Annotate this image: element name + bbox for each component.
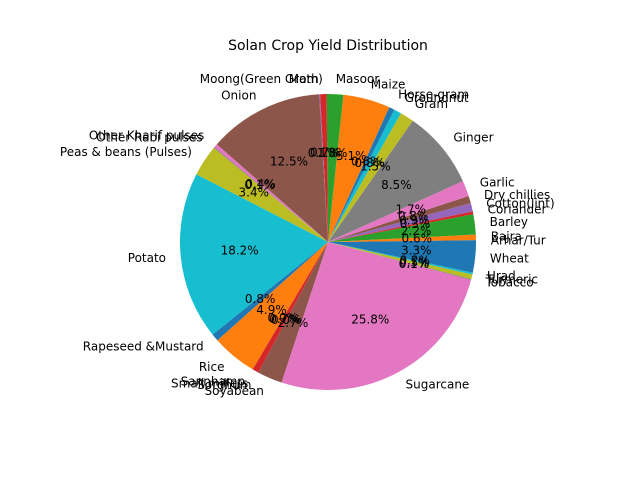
slice-label-maize: Maize (371, 77, 406, 91)
slice-percent-sorghum: 0.0% (271, 313, 302, 327)
pie-slice-turmeric (328, 242, 473, 280)
slice-percent-peas-beans-pulses: 3.4% (239, 186, 270, 200)
pie-slice-peas-beans-pulses (196, 147, 328, 242)
pie-slice-horse-gram (328, 107, 395, 242)
pie-slice-ginger (328, 120, 463, 242)
slice-label-rice: Rice (199, 360, 225, 374)
pie-slice-groundnut (328, 109, 401, 242)
pie-slice-urad (328, 242, 473, 275)
slice-percent-turmeric: 0.5% (399, 255, 430, 269)
pie-slice-barley (328, 214, 476, 242)
slice-label-moth: Moth (289, 72, 319, 86)
slice-percent-ginger: 8.5% (381, 178, 412, 192)
slice-label-moong-green-gram: Moong(Green Gram) (200, 72, 323, 86)
slice-label-other-rabi-pulses: Other Rabi pulses (96, 131, 203, 145)
slice-percent-sugarcane: 25.8% (351, 313, 389, 327)
pie-slice-small-millets (252, 242, 328, 373)
slice-label-urad: Urad (487, 269, 516, 283)
pie-slice-bajra (328, 234, 476, 242)
slice-label-ginger: Ginger (453, 131, 493, 145)
pie-slice-moong-green-gram (320, 94, 328, 242)
slice-percent-small-millets: 0.7% (269, 312, 300, 326)
slice-percent-masoor: 1.8% (317, 146, 348, 160)
slice-percent-garlic: 1.7% (396, 202, 427, 216)
pie-slice-soyabean (258, 242, 328, 383)
slice-percent-tobacco: 0.1% (399, 257, 430, 271)
slice-label-arhar-tur: Arhar/Tur (491, 233, 546, 247)
slice-label-onion: Onion (221, 88, 256, 102)
slice-label-sannhamp: Sannhamp (181, 375, 245, 389)
slice-label-masoor: Masoor (336, 72, 380, 86)
pie-slice-sugarcane (281, 242, 472, 390)
slice-percent-rapeseed-mustard: 0.8% (245, 292, 276, 306)
slice-label-bajra: Bajra (491, 229, 522, 243)
slice-label-tobacco: Tobacco (484, 276, 533, 290)
pie-slice-rice (217, 242, 328, 370)
pie-slice-cotton-lint (328, 203, 473, 242)
slice-percent-soyabean: 2.7% (278, 316, 309, 330)
slice-percent-urad: 0.2% (400, 253, 431, 267)
pie-labels: Arhar/TurBajraBarleyCorianderCotton(lint… (60, 72, 555, 398)
slice-label-sorghum: Sorghum (197, 378, 251, 392)
pie-percent-labels: 0.6%2.2%0.3%0.9%0.8%1.7%8.5%1.5%0.8%0.6%… (221, 146, 432, 330)
slice-label-peas-beans-pulses: Peas & beans (Pulses) (60, 145, 192, 159)
slice-label-cotton-lint: Cotton(lint) (486, 196, 554, 210)
slice-percent-onion: 12.5% (270, 155, 308, 169)
slice-percent-moth: 0.1% (308, 146, 339, 160)
slice-percent-potato: 18.2% (221, 243, 259, 257)
pie-slice-tobacco (328, 242, 472, 280)
slice-label-barley: Barley (490, 215, 528, 229)
slice-percent-dry-chillies: 0.8% (398, 209, 429, 223)
slice-label-rapeseed-mustard: Rapeseed &Mustard (83, 340, 204, 354)
slice-label-turmeric: Turmeric (485, 273, 538, 287)
slice-percent-cotton-lint: 0.9% (399, 214, 430, 228)
slice-label-garlic: Garlic (480, 176, 515, 190)
pie-slice-potato (180, 174, 328, 335)
slice-label-horse-gram: Horse-gram (398, 88, 469, 102)
pie-slice-other-kharif-pulses (214, 144, 328, 242)
pie-slice-dry-chillies (328, 195, 471, 242)
slice-percent-barley: 2.2% (401, 224, 432, 238)
slice-percent-groundnut: 0.8% (355, 156, 386, 170)
slice-label-coriander: Coriander (488, 202, 547, 216)
pie-slice-masoor (326, 94, 344, 242)
slice-percent-bajra: 0.6% (402, 232, 433, 246)
slice-percent-other-kharif-pulses: 0.4% (245, 177, 276, 191)
slice-percent-rice: 4.9% (256, 303, 287, 317)
pie-slice-maize (328, 94, 390, 242)
pie-slices (180, 94, 476, 390)
slice-percent-sannhamp: 0.0% (268, 311, 299, 325)
slice-label-sugarcane: Sugarcane (406, 378, 470, 392)
slice-percent-coriander: 0.3% (400, 217, 431, 231)
pie-slice-moth (319, 94, 328, 242)
pie-slice-arhar-tur (328, 240, 476, 242)
slice-percent-other-rabi-pulses: 0.1% (244, 178, 275, 192)
slice-label-wheat: Wheat (490, 251, 529, 265)
pie-slice-rapeseed-mustard (212, 242, 328, 341)
slice-label-groundnut: Groundnut (405, 91, 469, 105)
slice-label-small-millets: Small millets (171, 376, 248, 390)
pie-slice-wheat (328, 242, 476, 273)
slice-label-dry-chillies: Dry chillies (484, 188, 550, 202)
pie-slice-garlic (328, 181, 469, 242)
chart-title: Solan Crop Yield Distribution (228, 38, 428, 54)
pie-slice-onion (216, 94, 328, 242)
slice-percent-wheat: 3.3% (401, 244, 432, 258)
slice-percent-horse-gram: 0.6% (351, 154, 382, 168)
slice-label-potato: Potato (128, 251, 166, 265)
pie-slice-coriander (328, 211, 474, 242)
pie-slice-other-rabi-pulses (213, 147, 328, 242)
slice-percent-maize: 5.1% (336, 149, 367, 163)
slice-percent-moong-green-gram: 0.7% (310, 146, 341, 160)
slice-label-other-kharif-pulses: Other Kharif pulses (89, 129, 204, 143)
slice-label-gram: Gram (415, 97, 448, 111)
slice-label-soyabean: Soyabean (205, 384, 264, 398)
slice-percent-gram: 1.5% (360, 159, 391, 173)
pie-slice-gram (328, 113, 413, 243)
